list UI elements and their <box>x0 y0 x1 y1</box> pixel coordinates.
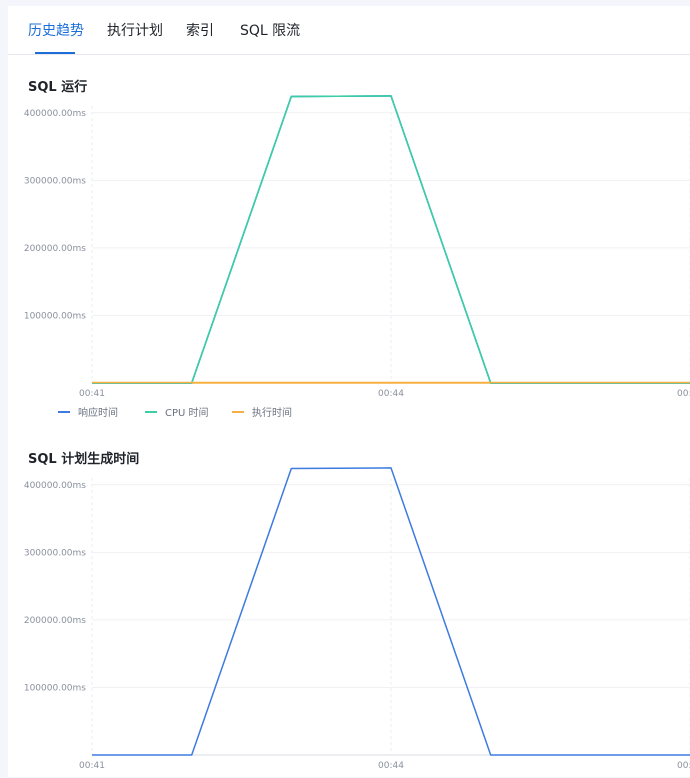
x-tick-label: 00:44 <box>378 761 404 771</box>
sql-detail-panel: 历史趋势 执行计划 索引 SQL 限流 SQL 运行 100000.00ms 20… <box>8 6 690 777</box>
y-tick-label: 300000.00ms <box>24 548 86 558</box>
legend-swatch-response-time <box>58 411 70 413</box>
tab-index[interactable]: 索引 <box>186 23 214 39</box>
tab-history-trend[interactable]: 历史趋势 <box>28 23 84 39</box>
tab-execution-plan[interactable]: 执行计划 <box>107 23 163 39</box>
tab-bar: 历史趋势 执行计划 索引 SQL 限流 <box>8 6 690 55</box>
chart-title-plan-generation: SQL 计划生成时间 <box>28 452 140 467</box>
y-tick-label: 400000.00ms <box>24 109 86 119</box>
series-line-plan-generation-time <box>92 467 690 756</box>
x-tick-label: 00:44 <box>378 389 404 399</box>
chart-title-sql-run: SQL 运行 <box>28 80 88 95</box>
legend-label-cpu-time: CPU 时间 <box>165 408 209 419</box>
y-tick-label: 200000.00ms <box>24 244 86 254</box>
active-tab-indicator <box>35 52 75 54</box>
sql-run-chart: 100000.00ms 200000.00ms 300000.00ms 400000.… <box>24 95 690 399</box>
tab-sql-throttle[interactable]: SQL 限流 <box>240 23 301 39</box>
x-tick-label: 00:41 <box>79 761 105 771</box>
y-tick-label: 100000.00ms <box>24 311 86 321</box>
x-tick-label: 00:47 <box>677 761 690 771</box>
legend-label-exec-time: 执行时间 <box>252 408 292 419</box>
legend-label-response-time: 响应时间 <box>78 408 118 419</box>
plan-generation-chart: 100000.00ms 200000.00ms 300000.00ms 400000.… <box>24 467 690 771</box>
legend-item-exec-time[interactable]: 执行时间 <box>232 404 292 419</box>
y-tick-label: 300000.00ms <box>24 176 86 186</box>
y-tick-label: 100000.00ms <box>24 683 86 693</box>
legend-item-cpu-time[interactable]: CPU 时间 <box>145 404 209 419</box>
x-tick-label: 00:41 <box>79 389 105 399</box>
legend-item-response-time[interactable]: 响应时间 <box>58 404 118 419</box>
legend-swatch-exec-time <box>232 411 244 413</box>
y-tick-label: 200000.00ms <box>24 616 86 626</box>
x-tick-label: 00:47 <box>677 389 690 399</box>
legend-swatch-cpu-time <box>145 411 157 413</box>
y-tick-label: 400000.00ms <box>24 481 86 491</box>
